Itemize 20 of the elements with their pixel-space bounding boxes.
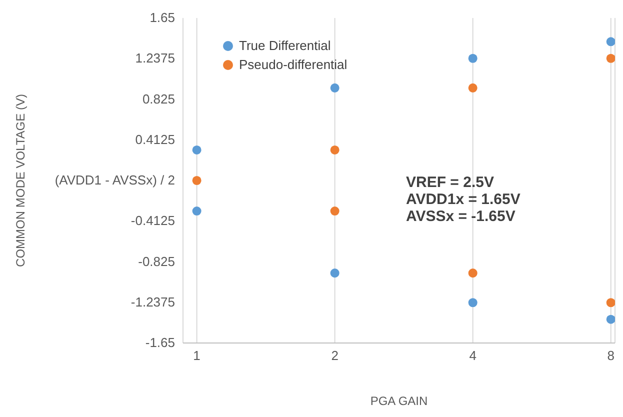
x-tick-label: 8: [607, 348, 614, 364]
y-tick-label: 1.2375: [135, 50, 175, 66]
annotation: AVSSx = -1.65V: [406, 208, 516, 225]
x-tick-label: 1: [193, 348, 200, 364]
x-axis-title: PGA GAIN: [370, 394, 428, 408]
annotation: AVDD1x = 1.65V: [406, 191, 520, 208]
y-tick-label: -1.2375: [130, 294, 175, 310]
y-tick-label: (AVDD1 - AVSSx) / 2: [54, 172, 175, 188]
y-tick-label: -0.4125: [130, 213, 175, 228]
legend-label: Pseudo-differential: [239, 56, 348, 74]
x-tick-label: 4: [469, 348, 476, 364]
legend-label: True Differential: [239, 37, 331, 55]
x-tick-label: 2: [331, 348, 338, 364]
y-tick-label: 0.4125: [135, 132, 175, 147]
y-tick-label: 1.65: [150, 10, 175, 25]
y-tick-label: -0.825: [138, 254, 175, 269]
y-tick-label: 0.825: [142, 91, 175, 106]
y-axis-title: COMMON MODE VOLTAGE (V): [13, 94, 28, 267]
y-tick-label: -1.65: [145, 335, 175, 350]
annotation: VREF = 2.5V: [406, 174, 495, 191]
